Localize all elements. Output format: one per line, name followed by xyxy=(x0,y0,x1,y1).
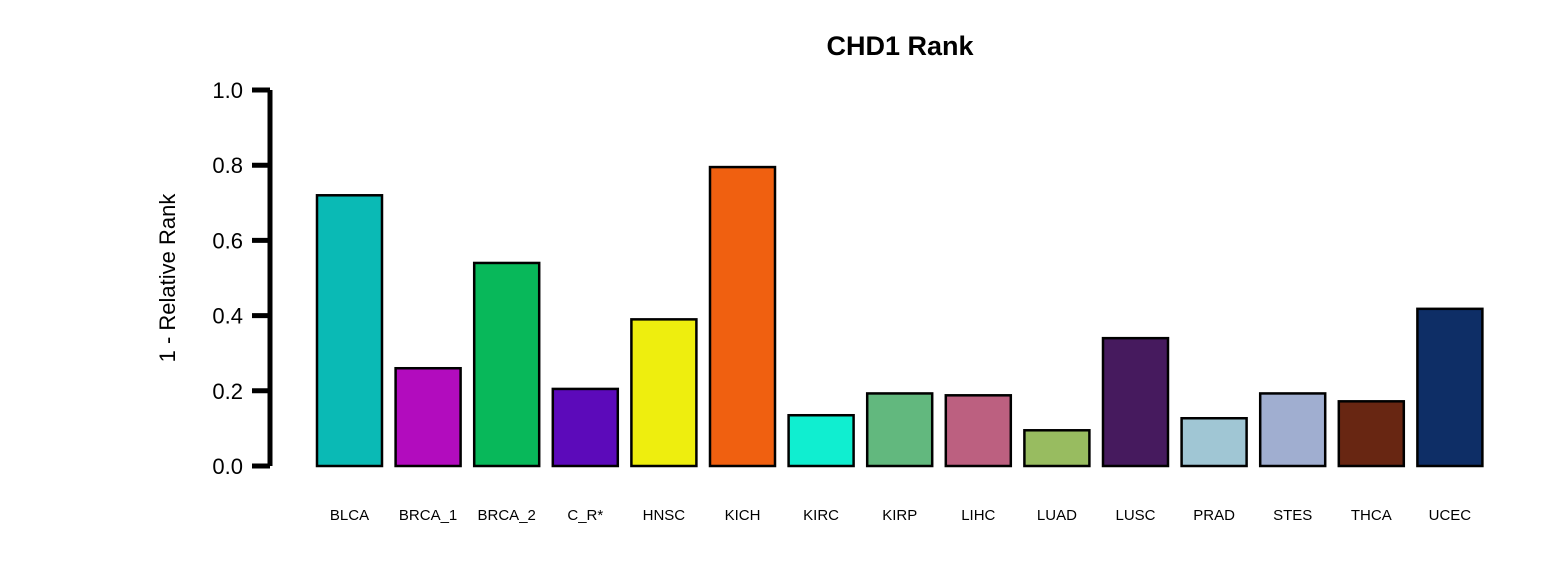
bar-lusc xyxy=(1101,336,1170,468)
bar-lihc xyxy=(944,394,1013,468)
bar-kirc xyxy=(787,413,855,468)
y-axis: 0.0 0.2 0.4 0.6 0.8 1.0 xyxy=(212,78,273,479)
x-tick-label: LUSC xyxy=(1115,507,1155,524)
y-tick-label: 0.0 xyxy=(212,454,243,479)
x-tick-label: THCA xyxy=(1351,507,1392,524)
y-tick-label: 0.2 xyxy=(212,379,243,404)
x-tick-label: STES xyxy=(1273,507,1312,524)
x-tick-label: KIRC xyxy=(803,507,839,524)
x-tick-label: BLCA xyxy=(330,507,369,524)
x-tick-label: BRCA_1 xyxy=(399,507,457,524)
y-tick-label: 0.8 xyxy=(212,153,243,178)
bar-blca xyxy=(315,194,384,468)
bar-c-r- xyxy=(551,387,620,468)
x-axis-labels: BLCA BRCA_1 BRCA_2 C_R* HNSC KICH KIRC KIRP LIHC… xyxy=(330,507,1471,524)
x-tick-label: KIRP xyxy=(882,507,917,524)
x-tick-label: KICH xyxy=(725,507,761,524)
x-tick-label: UCEC xyxy=(1429,507,1472,524)
x-tick-label: PRAD xyxy=(1193,507,1235,524)
bar-luad xyxy=(1023,429,1091,468)
bar-prad xyxy=(1180,416,1248,468)
x-tick-label: BRCA_2 xyxy=(478,507,536,524)
bar-brca-2 xyxy=(472,261,541,468)
chart-title: CHD1 Rank xyxy=(826,31,974,61)
bar-kirp xyxy=(865,392,934,468)
bars-group xyxy=(315,165,1484,468)
bar-brca-1 xyxy=(394,366,462,468)
y-axis-label: 1 - Relative Rank xyxy=(155,193,180,363)
x-tick-label: LIHC xyxy=(961,507,995,524)
x-tick-label: LUAD xyxy=(1037,507,1077,524)
x-tick-label: HNSC xyxy=(643,507,686,524)
x-tick-label: C_R* xyxy=(567,507,603,524)
bar-stes xyxy=(1258,392,1327,468)
bar-thca xyxy=(1337,400,1406,468)
bar-hnsc xyxy=(630,318,698,468)
y-tick-label: 0.6 xyxy=(212,228,243,253)
bar-kich xyxy=(708,165,777,468)
y-tick-label: 1.0 xyxy=(212,78,243,103)
bar-ucec xyxy=(1416,307,1484,468)
y-tick-label: 0.4 xyxy=(212,304,243,329)
